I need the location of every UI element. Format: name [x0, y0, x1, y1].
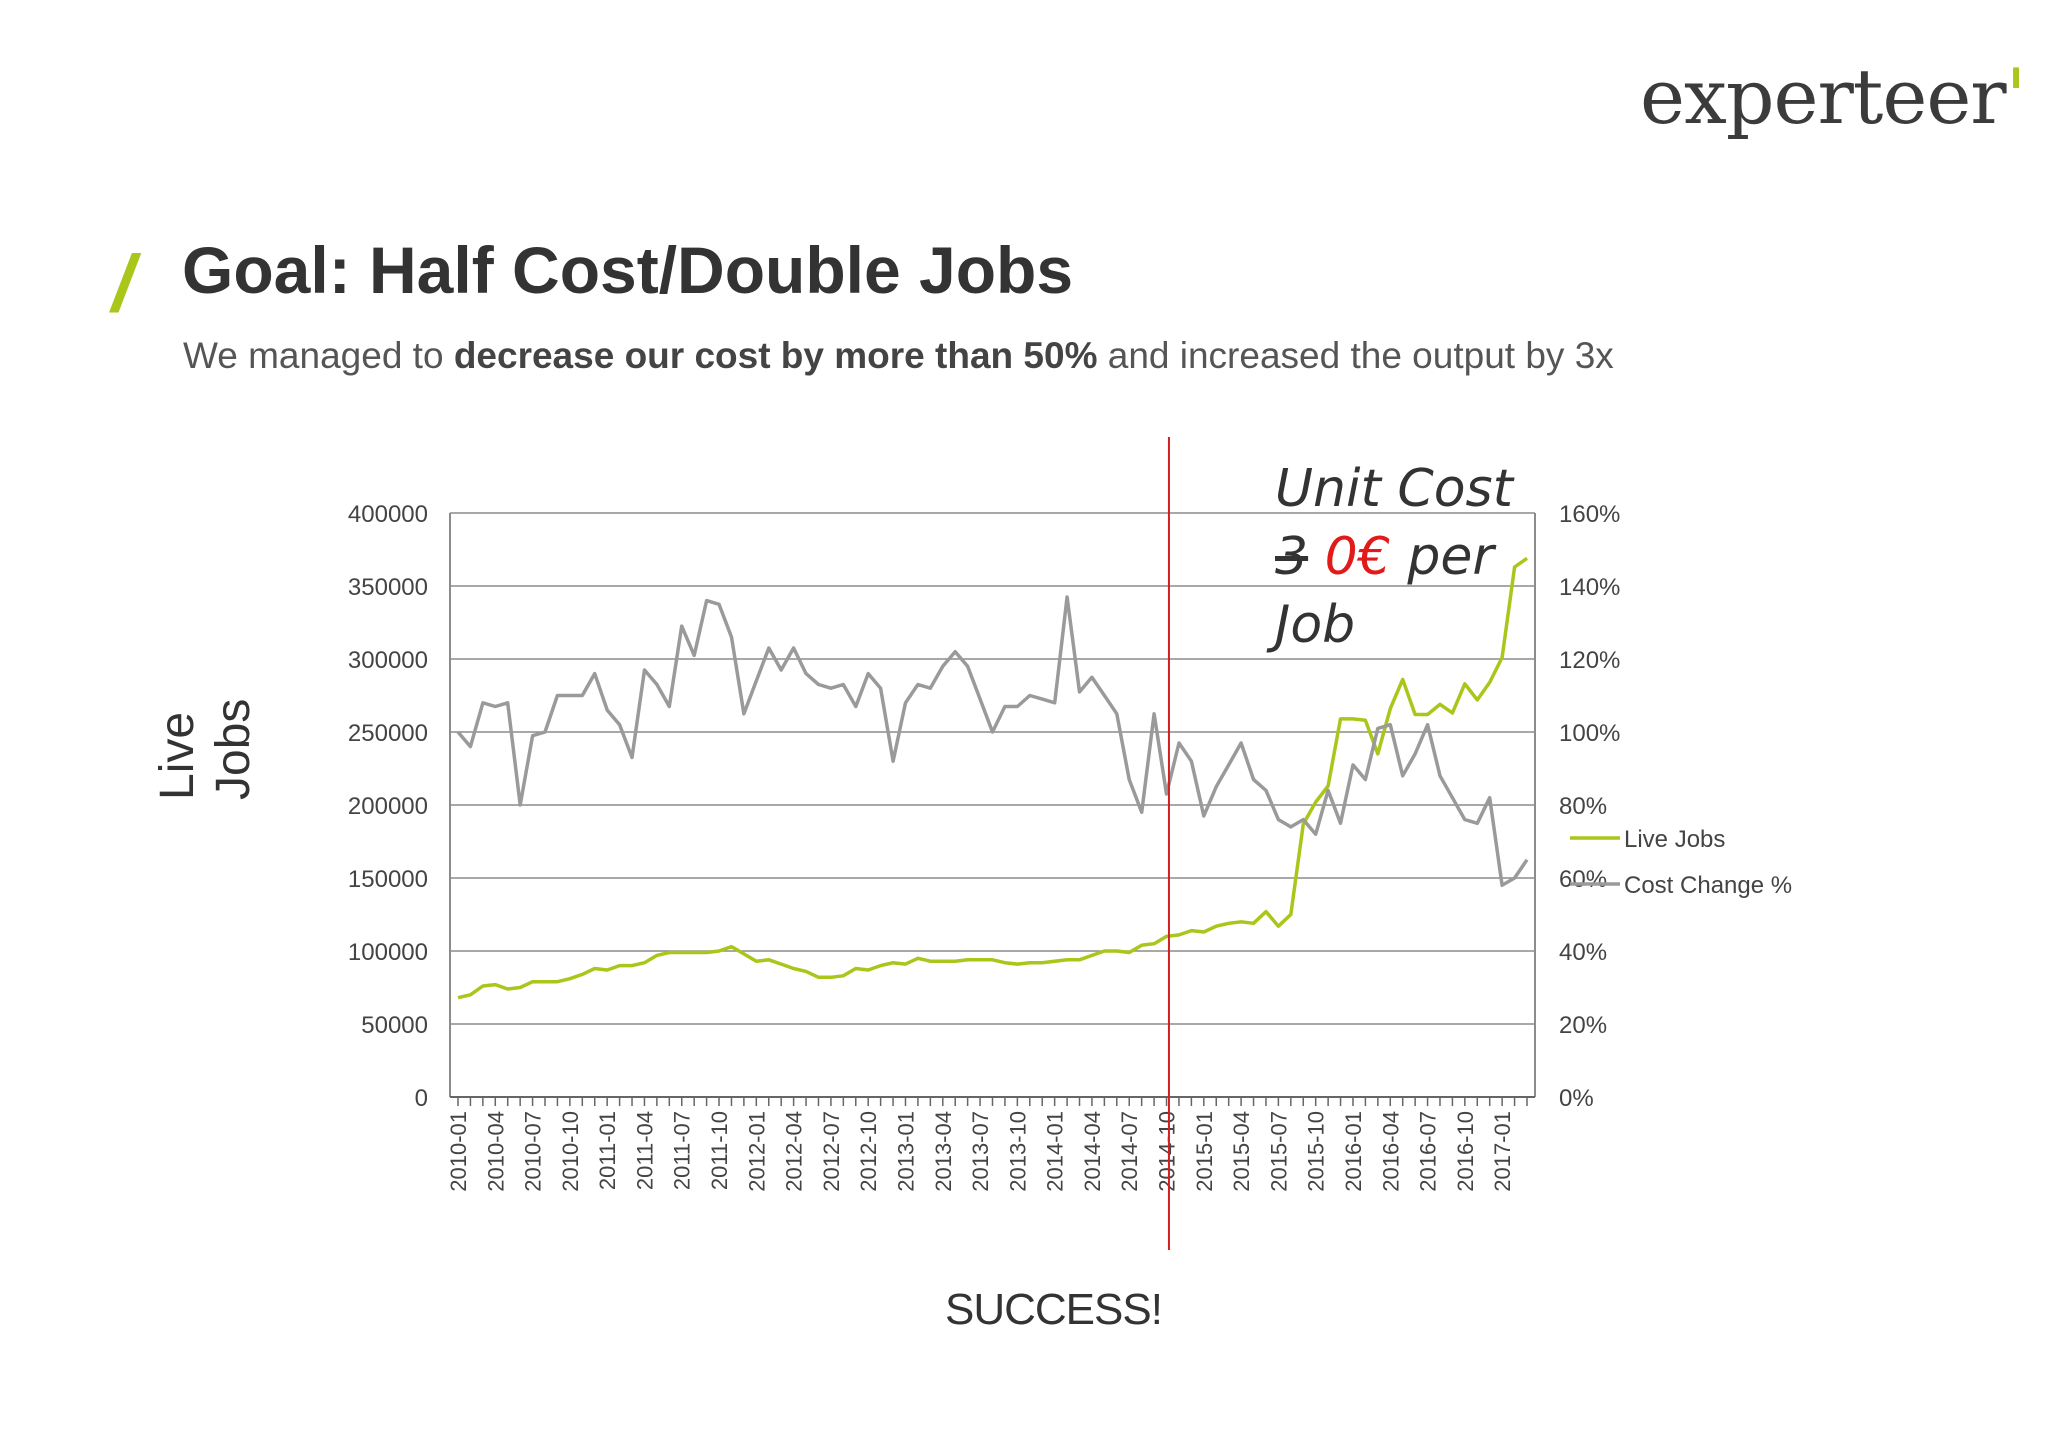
y-tick-label: 200000: [348, 793, 428, 820]
annotation-line-1: Unit Cost: [1275, 459, 1513, 519]
experteer-logo: experteer': [1640, 52, 2027, 141]
y-tick-label: 250000: [348, 720, 428, 747]
x-tick-label: 2015-01: [1192, 1111, 1217, 1192]
legend-label: Live Jobs: [1624, 826, 1725, 853]
y2-tick-label: 0%: [1559, 1085, 1594, 1112]
x-tick-label: 2016-07: [1416, 1111, 1441, 1192]
y-tick-label: 100000: [348, 939, 428, 966]
x-tick-label: 2012-07: [819, 1111, 844, 1192]
annotation-line-3: Job: [1275, 595, 1356, 655]
x-tick-label: 2014-07: [1117, 1111, 1142, 1192]
y2-tick-label: 100%: [1559, 720, 1620, 747]
y-tick-label: 0: [415, 1085, 428, 1112]
legend-label: Cost Change %: [1624, 872, 1792, 899]
x-tick-label: 2010-07: [521, 1111, 546, 1192]
x-tick-label: 2014-01: [1043, 1111, 1068, 1192]
x-tick-label: 2012-10: [856, 1111, 881, 1192]
x-tick-label: 2016-04: [1378, 1111, 1403, 1192]
y-tick-label: 300000: [348, 647, 428, 674]
y-tick-label: 400000: [348, 501, 428, 528]
y2-tick-label: 140%: [1559, 574, 1620, 601]
y2-tick-label: 160%: [1559, 501, 1620, 528]
annotation-line-2: 3 0€ per: [1275, 527, 1494, 587]
x-tick-label: 2015-10: [1304, 1111, 1329, 1192]
x-tick-label: 2014-04: [1080, 1111, 1105, 1192]
y2-tick-label: 40%: [1559, 939, 1607, 966]
x-tick-label: 2015-04: [1229, 1111, 1254, 1192]
x-tick-label: 2012-01: [744, 1111, 769, 1192]
y-tick-label: 350000: [348, 574, 428, 601]
x-tick-label: 2017-01: [1490, 1111, 1515, 1192]
x-tick-label: 2013-04: [931, 1111, 956, 1192]
y-tick-label: 50000: [361, 1012, 428, 1039]
success-caption: SUCCESS!: [945, 1285, 1163, 1334]
x-tick-label: 2013-01: [893, 1111, 918, 1192]
x-tick-label: 2011-01: [595, 1111, 620, 1190]
y-tick-label: 150000: [348, 866, 428, 893]
series-line-cost-change-: [456, 595, 1529, 888]
x-tick-label: 2012-04: [782, 1111, 807, 1192]
x-tick-label: 2016-01: [1341, 1111, 1366, 1192]
x-tick-label: 2011-07: [670, 1111, 695, 1190]
x-tick-label: 2011-04: [632, 1111, 657, 1190]
x-tick-label: 2011-10: [707, 1111, 732, 1190]
accent-slash-icon: /: [112, 239, 135, 328]
page-title: Goal: Half Cost/Double Jobs: [182, 233, 1074, 307]
y2-tick-label: 80%: [1559, 793, 1607, 820]
x-tick-label: 2013-10: [1005, 1111, 1030, 1192]
y2-tick-label: 120%: [1559, 647, 1620, 674]
x-tick-label: 2010-04: [483, 1111, 508, 1192]
x-tick-label: 2010-01: [446, 1111, 471, 1192]
x-tick-label: 2010-10: [558, 1111, 583, 1192]
old-cost-value: 3: [1275, 527, 1309, 587]
page-subtitle: We managed to decrease our cost by more …: [183, 335, 1614, 376]
x-tick-label: 2014-10: [1155, 1111, 1180, 1192]
y2-tick-label: 60%: [1559, 866, 1607, 893]
y2-tick-label: 20%: [1559, 1012, 1607, 1039]
series-line-live-jobs: [457, 556, 1529, 1000]
x-tick-label: 2016-10: [1453, 1111, 1478, 1192]
x-tick-label: 2015-07: [1266, 1111, 1291, 1192]
new-cost-value: 0€: [1324, 527, 1391, 587]
unit-cost-annotation: Unit Cost 3 0€ per Job: [1275, 455, 1513, 659]
x-tick-label: 2013-07: [968, 1111, 993, 1192]
